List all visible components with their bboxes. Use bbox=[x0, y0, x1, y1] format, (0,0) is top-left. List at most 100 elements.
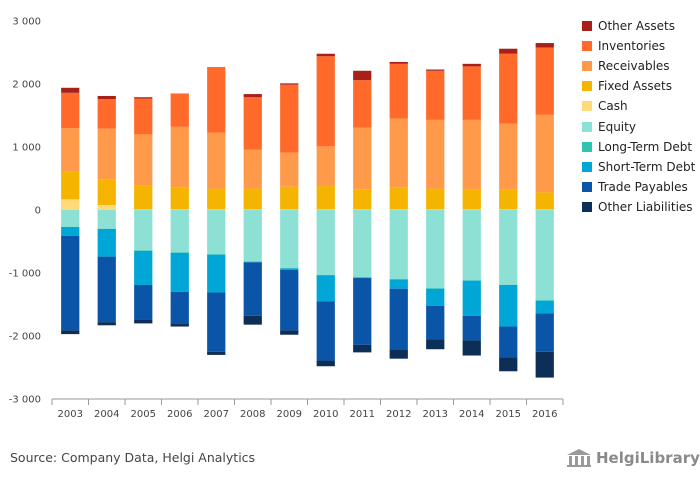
bar-segment bbox=[389, 210, 408, 280]
legend-swatch bbox=[582, 161, 592, 172]
bar-segment bbox=[389, 209, 408, 210]
bar-segment bbox=[134, 210, 153, 251]
bar-segment bbox=[170, 209, 189, 210]
bar-segment bbox=[280, 152, 299, 187]
bar-segment bbox=[243, 97, 262, 150]
bar-segment bbox=[207, 351, 226, 355]
legend-swatch bbox=[582, 201, 592, 212]
legend-item[interactable]: Fixed Assets bbox=[582, 76, 695, 96]
bar-segment bbox=[170, 252, 189, 253]
legend-label: Equity bbox=[598, 119, 636, 134]
bar-segment bbox=[499, 284, 518, 327]
bar-segment bbox=[499, 48, 518, 54]
legend-item[interactable]: Other Liabilities bbox=[582, 197, 695, 217]
x-tick-label: 2008 bbox=[240, 409, 265, 420]
logo-text: HelgiLibrary bbox=[596, 449, 700, 467]
bar-segment bbox=[134, 284, 153, 320]
bar-segment bbox=[353, 277, 372, 279]
bar-segment bbox=[61, 92, 80, 129]
legend-label: Other Assets bbox=[598, 19, 675, 34]
bar-segment bbox=[280, 269, 299, 331]
y-tick-label: 2 000 bbox=[12, 80, 41, 91]
bar-segment bbox=[426, 119, 445, 189]
bar-segment bbox=[499, 357, 518, 372]
legend-item[interactable]: Trade Payables bbox=[582, 177, 695, 197]
x-tick-label: 2011 bbox=[350, 409, 375, 420]
legend-item[interactable]: Equity bbox=[582, 116, 695, 136]
bar-segment bbox=[535, 351, 554, 378]
bar-segment bbox=[280, 186, 299, 210]
legend-item[interactable]: Receivables bbox=[582, 56, 695, 76]
bar-segment bbox=[389, 63, 408, 119]
bar-segment bbox=[462, 210, 481, 281]
bar-segment bbox=[61, 171, 80, 200]
x-tick-label: 2003 bbox=[58, 409, 83, 420]
bar-segment bbox=[499, 53, 518, 124]
bar-segment bbox=[535, 300, 554, 314]
bar-segment bbox=[280, 210, 299, 268]
bar-segment bbox=[61, 330, 80, 335]
legend-label: Other Liabilities bbox=[598, 199, 693, 214]
bar-segment bbox=[426, 70, 445, 120]
bar-segment bbox=[316, 275, 335, 302]
bar-segment bbox=[97, 179, 116, 205]
bar-segment bbox=[170, 291, 189, 325]
legend-item[interactable]: Cash bbox=[582, 96, 695, 116]
legend: Other Assets Inventories Receivables Fixed … bbox=[582, 16, 695, 217]
bar-segment bbox=[426, 188, 445, 210]
bar-segment bbox=[243, 149, 262, 189]
legend-label: Inventories bbox=[598, 39, 666, 54]
bar-segment bbox=[499, 123, 518, 190]
bar-segment bbox=[462, 66, 481, 120]
bar-segment bbox=[535, 313, 554, 352]
legend-item[interactable]: Inventories bbox=[582, 36, 695, 56]
y-tick-label: 0 bbox=[35, 206, 41, 217]
x-tick-label: 2009 bbox=[277, 409, 302, 420]
legend-label: Short-Term Debt bbox=[598, 159, 696, 174]
bar-segment bbox=[61, 235, 80, 331]
bar-segment bbox=[134, 209, 153, 210]
bar-segment bbox=[97, 95, 116, 100]
x-tick-label: 2016 bbox=[532, 409, 557, 420]
bar-segment bbox=[170, 126, 189, 188]
bar-segment bbox=[353, 209, 372, 210]
bar-segment bbox=[97, 228, 116, 257]
bar-segment bbox=[170, 93, 189, 127]
legend-swatch bbox=[582, 61, 592, 72]
bar-segment bbox=[353, 344, 372, 353]
legend-swatch bbox=[582, 101, 592, 112]
bar-segment bbox=[207, 132, 226, 189]
bar-segment bbox=[170, 210, 189, 253]
x-tick-label: 2015 bbox=[496, 409, 521, 420]
bar-segment bbox=[316, 301, 335, 361]
x-tick-label: 2004 bbox=[94, 409, 119, 420]
legend-item[interactable]: Other Assets bbox=[582, 16, 695, 36]
bar-segment bbox=[426, 339, 445, 350]
bar-segment bbox=[426, 305, 445, 340]
bar-segment bbox=[134, 319, 153, 324]
bar-segment bbox=[316, 209, 335, 210]
bar-segment bbox=[97, 204, 116, 210]
bar-segment bbox=[207, 209, 226, 210]
legend-swatch bbox=[582, 81, 592, 92]
x-tick-label: 2005 bbox=[131, 409, 156, 420]
bar-segment bbox=[280, 330, 299, 335]
legend-item[interactable]: Short-Term Debt bbox=[582, 157, 695, 177]
x-tick-label: 2010 bbox=[313, 409, 338, 420]
bars bbox=[61, 43, 554, 378]
bar-segment bbox=[316, 210, 335, 275]
bar-segment bbox=[207, 188, 226, 210]
legend-item[interactable]: Long-Term Debt bbox=[582, 137, 695, 157]
bar-segment bbox=[535, 47, 554, 115]
bar-segment bbox=[389, 288, 408, 350]
bar-segment bbox=[535, 209, 554, 210]
bar-segment bbox=[207, 210, 226, 255]
source-note: Source: Company Data, Helgi Analytics bbox=[10, 450, 256, 465]
bar-segment bbox=[499, 326, 518, 358]
bar-segment bbox=[426, 69, 445, 71]
bar-segment bbox=[170, 252, 189, 292]
bar-segment bbox=[535, 210, 554, 301]
bar-segment bbox=[535, 192, 554, 210]
bar-segment bbox=[462, 315, 481, 341]
bar-segment bbox=[97, 322, 116, 326]
